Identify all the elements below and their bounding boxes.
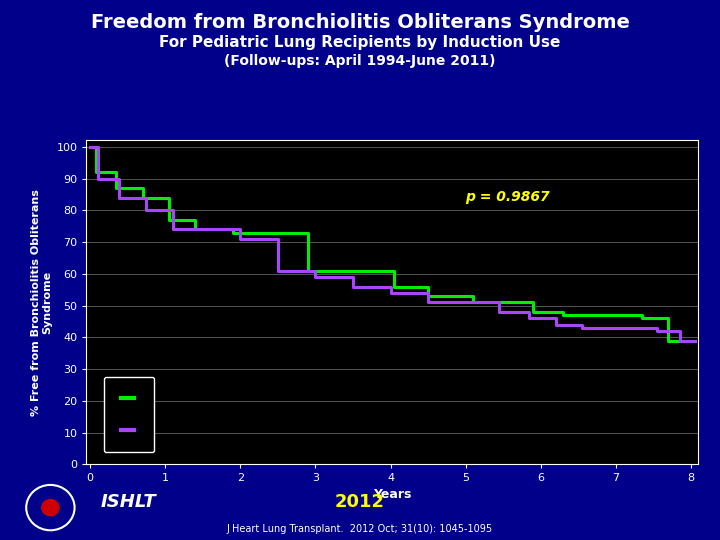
Text: p = 0.9867: p = 0.9867	[466, 190, 550, 204]
Text: (Follow-ups: April 1994-June 2011): (Follow-ups: April 1994-June 2011)	[224, 54, 496, 68]
Text: J Heart Lung Transplant.  2012 Oct; 31(10): 1045-1095: J Heart Lung Transplant. 2012 Oct; 31(10…	[227, 524, 493, 534]
Text: For Pediatric Lung Recipients by Induction Use: For Pediatric Lung Recipients by Inducti…	[159, 35, 561, 50]
X-axis label: Years: Years	[373, 488, 412, 501]
Legend: , : ,	[104, 377, 154, 453]
Text: ISHLT: ISHLT	[101, 493, 156, 511]
Text: 2012: 2012	[335, 493, 385, 511]
Y-axis label: % Free from Bronchiolitis Obliterans
Syndrome: % Free from Bronchiolitis Obliterans Syn…	[31, 189, 53, 416]
Text: Freedom from Bronchiolitis Obliterans Syndrome: Freedom from Bronchiolitis Obliterans Sy…	[91, 14, 629, 32]
Circle shape	[42, 500, 59, 516]
